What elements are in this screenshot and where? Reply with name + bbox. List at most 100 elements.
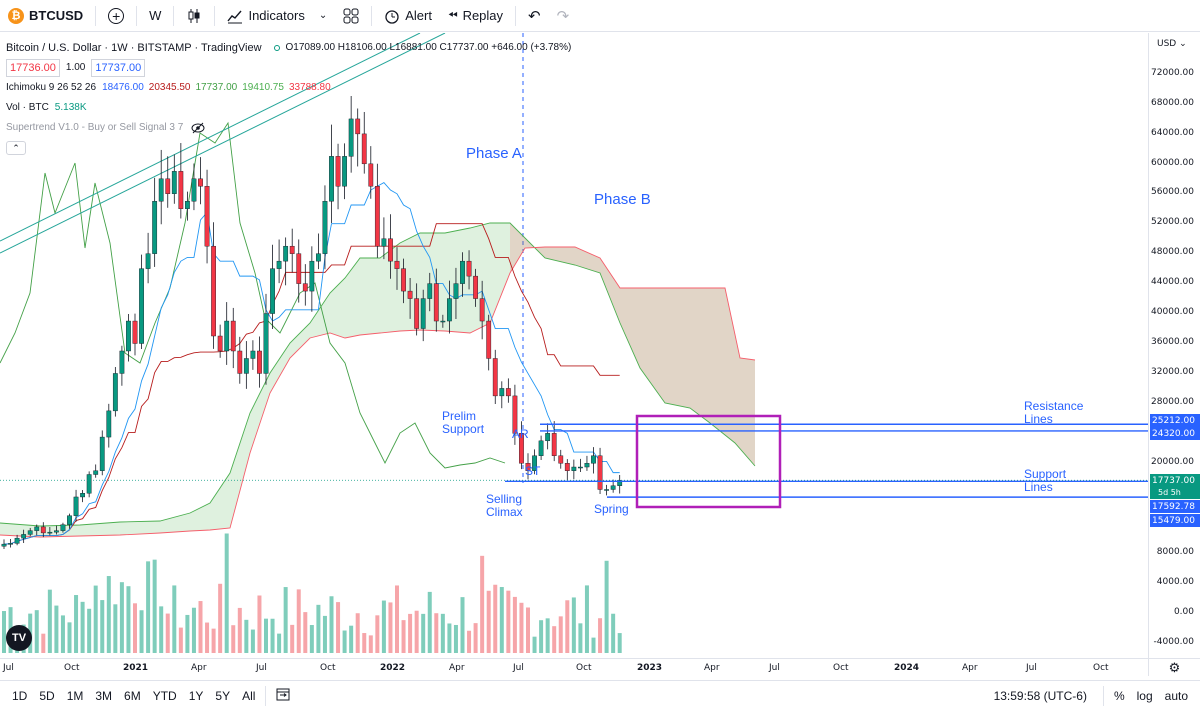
time-tick-label: 2022 [380,663,406,673]
volume-bar [342,630,347,653]
currency-label[interactable]: USD ⌄ [1157,39,1187,49]
volume-bar [205,622,210,653]
chart-pane[interactable]: Phase A Phase B Prelim Support AR ST Sel… [0,33,1148,658]
candle [270,244,275,330]
candle [473,268,478,307]
candle-body [250,350,256,359]
candle-body [60,524,66,531]
top-toolbar: ₿ BTCUSD + W Indicators ⌄ [0,0,1200,32]
legend-collapse-button[interactable]: ⌃ [6,141,26,155]
candle [584,455,590,471]
range-button-3m[interactable]: 3M [95,688,113,703]
volume-bar [119,582,124,653]
candle-body [34,526,40,531]
ichimoku-conversion-value: 18476.00 [102,82,144,93]
candle [237,336,243,384]
chart-canvas[interactable] [0,33,1148,658]
clock-timezone[interactable]: 13:59:58 (UTC-6) [993,688,1087,703]
candle [217,324,223,358]
volume-bar [80,601,85,653]
candle [571,459,577,480]
candle [617,474,623,494]
tradingview-logo[interactable]: TV [6,625,32,651]
candle [505,378,511,403]
volume-bar [375,615,380,653]
legend-title[interactable]: Bitcoin / U.S. Dollar · 1W · BITSTAMP · … [6,42,262,54]
time-axis[interactable]: Jul Oct 2021 Apr Jul Oct 2022 Apr Jul Oct 2023 Apr J… [0,658,1148,676]
buy-button[interactable]: 17737.00 [91,59,146,77]
volume-bar [499,587,504,653]
range-button-5y[interactable]: 5Y [215,688,231,703]
candle-body [335,156,341,187]
chart-settings-button[interactable]: ⚙︎ [1148,658,1200,676]
chart-type-button[interactable] [178,0,210,32]
tradingview-logo-icon: TV [11,632,27,644]
supertrend-label[interactable]: Supertrend V1.0 - Buy or Sell Signal 3 7 [6,122,184,133]
range-button-1y[interactable]: 1Y [188,688,204,703]
price-tick-label: 4000.00 [1156,577,1194,587]
ichimoku-label[interactable]: Ichimoku 9 26 52 26 [6,82,97,93]
eye-hidden-icon[interactable] [191,122,205,134]
range-button-all[interactable]: All [242,688,256,703]
range-button-ytd[interactable]: YTD [152,688,177,703]
range-button-1d[interactable]: 1D [12,688,28,703]
divider [214,5,216,26]
candle-body [67,515,72,525]
templates-button[interactable] [335,0,367,32]
volume-bar [250,629,255,653]
compare-symbol-button[interactable]: + [100,0,132,32]
divider [265,685,267,706]
candle-body [40,526,46,534]
candle [132,313,138,356]
candle [499,381,505,409]
volume-bar [165,613,170,653]
spread-value: 1.00 [65,62,86,73]
range-button-5d[interactable]: 5D [39,688,55,703]
resistance-text: Resistance [1024,399,1084,413]
range-button-1m[interactable]: 1M [66,688,84,703]
alert-button[interactable]: Alert [376,0,440,32]
candle-body [47,531,53,534]
candle-body [8,543,13,545]
candle-body [492,358,498,397]
volume-bar [257,595,262,653]
replay-button[interactable]: ⏪︎ Replay [440,0,511,32]
undo-button[interactable]: ↶ [520,0,549,32]
candle-body [243,358,249,374]
log-scale-toggle[interactable]: log [1136,688,1153,703]
trend-channel-lower-line [0,33,446,254]
candle [1,539,7,550]
redo-button[interactable]: ↷ [549,0,578,32]
indicators-button[interactable]: Indicators ⌄ [219,0,335,32]
alarm-clock-icon [385,9,399,24]
candle-body [381,238,387,247]
candle-body [224,320,230,352]
interval-button[interactable]: W [141,0,169,32]
candle [420,289,426,342]
goto-date-button[interactable] [270,687,296,704]
candle-body [525,463,531,471]
candle-body [368,163,374,187]
volume-bar [139,610,144,653]
candle-body [466,260,472,277]
support-price-badge-1: 17592.78 [1150,500,1200,513]
sell-button[interactable]: 17736.00 [6,59,60,77]
price-axis[interactable]: USD ⌄ 72000.00 68000.00 64000.00 60000.00 56… [1148,33,1200,658]
volume-label[interactable]: Vol · BTC [6,102,49,113]
auto-scale-toggle[interactable]: auto [1164,688,1188,703]
candle [564,459,570,481]
candle-body [499,388,505,397]
volume-bar [447,623,452,653]
candle-body [427,283,433,299]
candle [152,177,158,267]
gear-icon: ⚙︎ [1168,659,1181,675]
range-button-6m[interactable]: 6M [124,688,141,703]
symbol-search-button[interactable]: ₿ BTCUSD [0,0,91,32]
time-tick-label: Apr [704,663,720,673]
price-tick-label: 40000.00 [1151,307,1194,317]
candle [171,154,177,204]
percent-scale-toggle[interactable]: % [1113,688,1125,703]
candle-body [374,186,380,247]
candle [14,534,20,546]
